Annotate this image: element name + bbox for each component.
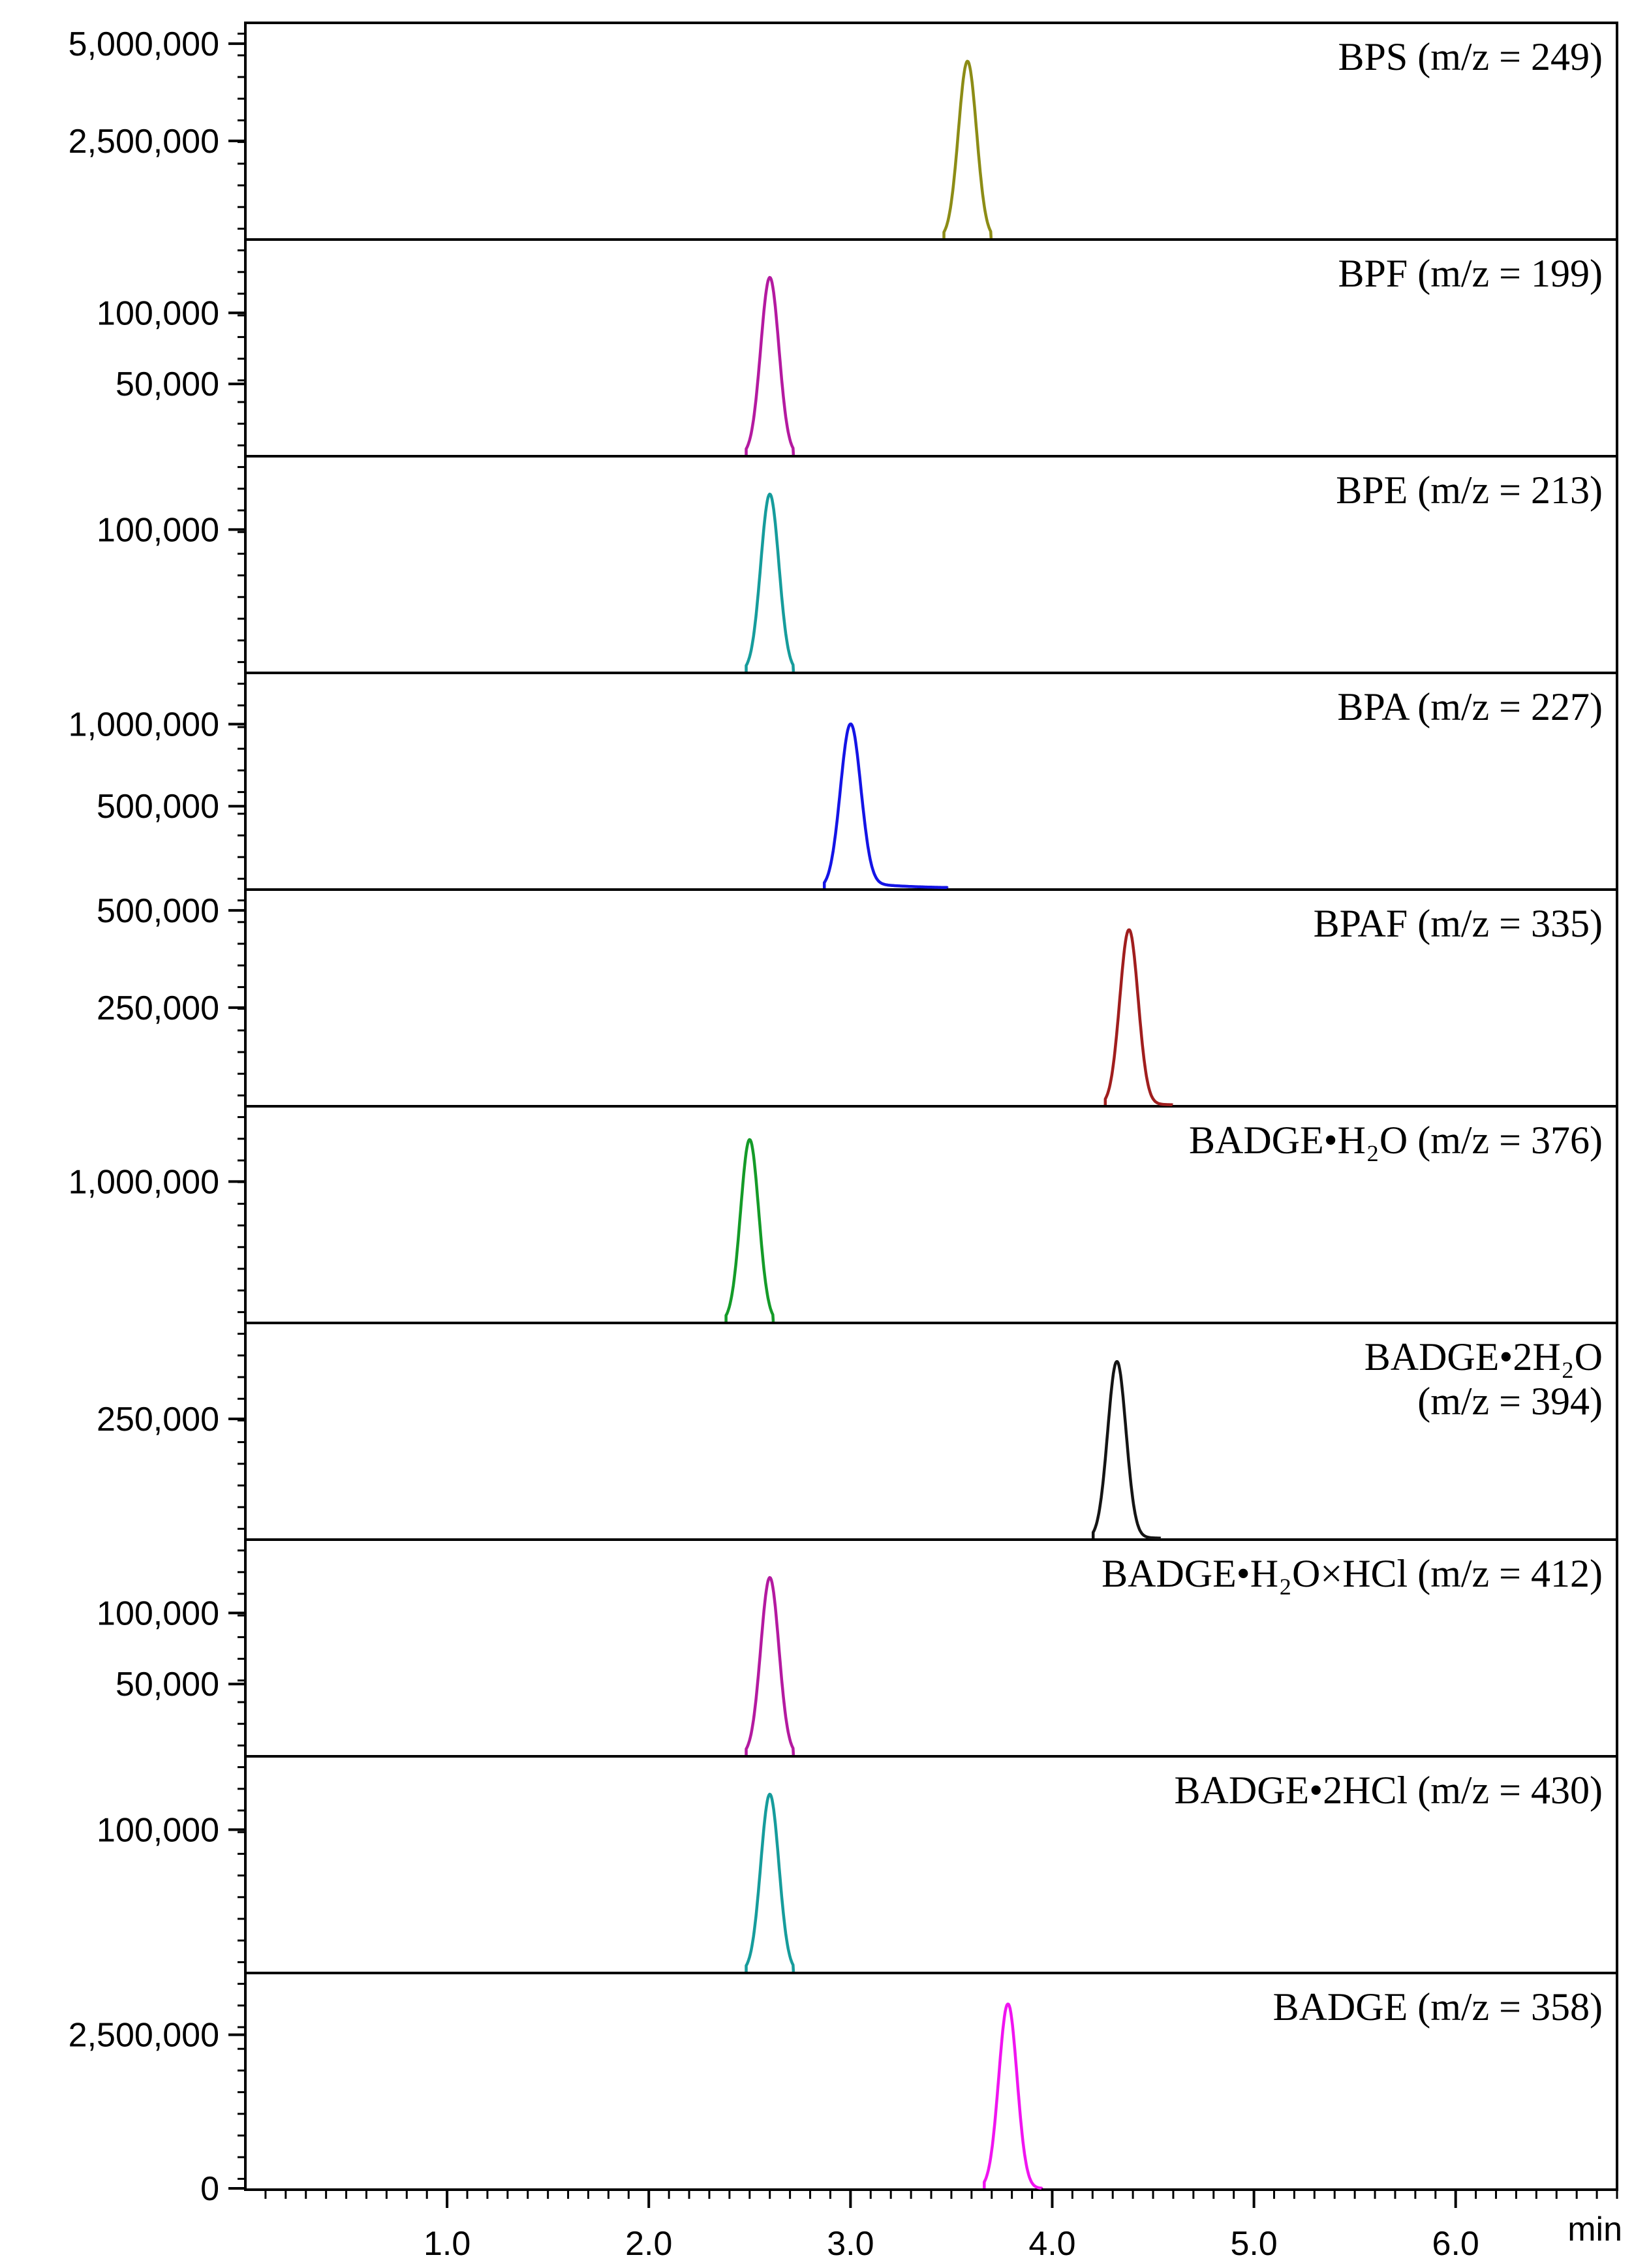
y-tick-label: 500,000: [97, 892, 219, 930]
x-unit-label: min: [1567, 2211, 1622, 2248]
peak-trace: [942, 59, 993, 239]
peak-trace: [745, 492, 795, 672]
panel-label: BADGE•H₂O×HCl (m/z = 412): [1102, 1552, 1603, 1595]
y-tick-label: 2,500,000: [69, 123, 219, 161]
y-tick-label: 100,000: [97, 1811, 219, 1849]
y-tick-label: 500,000: [97, 788, 219, 826]
panel-label: BADGE•2HCl (m/z = 430): [1175, 1769, 1603, 1812]
x-tick-label: 3.0: [827, 2225, 874, 2263]
y-tick-label: 250,000: [97, 989, 219, 1027]
panel-label: BPS (m/z = 249): [1338, 35, 1603, 78]
y-tick-label: 2,500,000: [69, 2017, 219, 2055]
panel-label: BADGE•H₂O (m/z = 376): [1189, 1119, 1603, 1162]
peak-trace: [745, 1792, 795, 1972]
panel-label: BADGE (m/z = 358): [1273, 1985, 1603, 2028]
y-tick-label: 50,000: [116, 1666, 219, 1703]
y-tick-label: 50,000: [116, 365, 219, 403]
panel-label: BPA (m/z = 227): [1337, 685, 1603, 728]
y-tick-label: 1,000,000: [69, 706, 219, 743]
panel-label: BPE (m/z = 213): [1336, 469, 1603, 512]
peak-trace: [1091, 1360, 1162, 1540]
panel-label: BPF (m/z = 199): [1338, 252, 1603, 295]
panel-label: (m/z = 394): [1417, 1380, 1603, 1423]
peak-trace: [983, 2002, 1043, 2190]
x-tick-label: 6.0: [1432, 2225, 1479, 2263]
x-tick-label: 1.0: [424, 2225, 470, 2263]
y-tick-label: 5,000,000: [69, 25, 219, 63]
y-tick-label: 100,000: [97, 1594, 219, 1632]
panel-label: BPAF (m/z = 335): [1314, 902, 1603, 945]
x-tick-label: 5.0: [1230, 2225, 1277, 2263]
y-tick-label: 250,000: [97, 1401, 219, 1438]
peak-trace: [724, 1138, 775, 1322]
peak-trace: [745, 275, 795, 456]
y-tick-label: 100,000: [97, 511, 219, 549]
panel-label: BADGE•2H₂O: [1364, 1335, 1603, 1378]
y-tick-label: 1,000,000: [69, 1163, 219, 1201]
peak-trace: [822, 722, 949, 890]
x-tick-label: 4.0: [1028, 2225, 1075, 2263]
y-tick-label: 0: [200, 2170, 219, 2208]
x-tick-label: 2.0: [625, 2225, 672, 2263]
peak-trace: [1103, 928, 1174, 1107]
peak-trace: [745, 1576, 795, 1756]
y-tick-label: 100,000: [97, 294, 219, 332]
